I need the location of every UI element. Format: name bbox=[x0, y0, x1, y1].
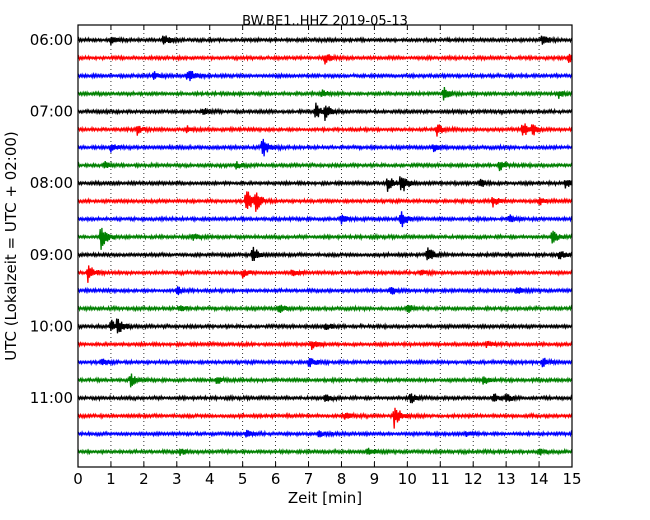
y-tick-label: 10:00 bbox=[30, 317, 73, 335]
y-tick-label: 11:00 bbox=[30, 389, 73, 407]
trace-line bbox=[77, 70, 573, 82]
trace-line bbox=[77, 211, 573, 228]
trace-line bbox=[77, 393, 573, 404]
x-tick-label: 6 bbox=[271, 470, 281, 488]
trace-line bbox=[77, 191, 573, 212]
x-tick-label: 12 bbox=[464, 470, 483, 488]
trace-line bbox=[77, 138, 573, 157]
trace-line bbox=[77, 246, 573, 262]
trace-line bbox=[77, 227, 573, 250]
y-axis-label: UTC (Lokalzeit = UTC + 02:00) bbox=[2, 131, 20, 361]
trace-line bbox=[77, 102, 573, 121]
chart-title: BW.BE1..HHZ 2019-05-13 bbox=[242, 14, 408, 29]
x-tick-label: 0 bbox=[73, 470, 83, 488]
trace-line bbox=[77, 286, 573, 296]
x-tick-label: 1 bbox=[106, 470, 116, 488]
trace-line bbox=[77, 87, 573, 101]
x-tick-label: 7 bbox=[304, 470, 314, 488]
y-tick-label: 08:00 bbox=[30, 174, 73, 192]
x-tick-label: 5 bbox=[238, 470, 248, 488]
x-axis: 0 1 2 3 4 5 6 7 8 9 10 11 12 13 14 15 bbox=[73, 25, 582, 488]
x-axis-label: Zeit [min] bbox=[288, 489, 362, 507]
trace-line bbox=[77, 35, 573, 45]
grid-lines bbox=[110, 25, 540, 467]
x-tick-label: 14 bbox=[530, 470, 549, 488]
y-tick-label: 07:00 bbox=[30, 103, 73, 121]
trace-line bbox=[77, 447, 573, 456]
trace-line bbox=[77, 429, 573, 439]
x-tick-label: 11 bbox=[431, 470, 450, 488]
trace-line bbox=[77, 318, 573, 334]
trace-line bbox=[77, 340, 573, 351]
plot-frame bbox=[77, 24, 573, 468]
traces-group bbox=[77, 35, 573, 456]
trace-line bbox=[77, 123, 573, 137]
x-tick-label: 2 bbox=[139, 470, 149, 488]
trace-line bbox=[77, 357, 573, 368]
x-tick-label: 8 bbox=[337, 470, 347, 488]
trace-line bbox=[77, 304, 573, 313]
x-tick-label: 4 bbox=[205, 470, 215, 488]
x-tick-label: 15 bbox=[562, 470, 581, 488]
x-tick-label: 10 bbox=[398, 470, 417, 488]
y-axis: 06:00 07:00 08:00 09:00 10:00 11:00 bbox=[30, 31, 572, 407]
y-tick-label: 09:00 bbox=[30, 246, 73, 264]
x-tick-label: 13 bbox=[497, 470, 516, 488]
trace-line bbox=[77, 53, 573, 65]
trace-line bbox=[77, 161, 573, 172]
trace-line bbox=[77, 265, 573, 283]
y-tick-label: 06:00 bbox=[30, 31, 73, 49]
trace-line bbox=[77, 407, 573, 429]
x-tick-label: 9 bbox=[370, 470, 380, 488]
x-tick-label: 3 bbox=[172, 470, 182, 488]
trace-line bbox=[77, 176, 573, 192]
trace-line bbox=[77, 373, 573, 388]
